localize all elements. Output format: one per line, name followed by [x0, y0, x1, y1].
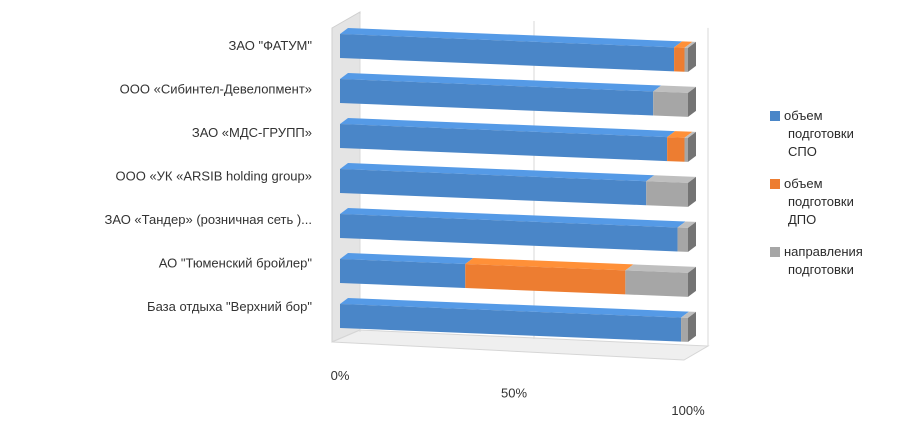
legend-item: объем подготовки ДПО: [770, 176, 854, 227]
x-tick-label: 50%: [501, 385, 527, 400]
bar-row: [340, 163, 696, 207]
category-label: ЗАО «МДС-ГРУПП»: [192, 125, 312, 140]
bar-segment: [625, 264, 696, 297]
legend-swatch: [770, 111, 780, 121]
legend-item: направления подготовки: [770, 244, 863, 277]
legend-swatch: [770, 179, 780, 189]
bar-segment: [340, 253, 473, 288]
legend-label: СПО: [788, 144, 817, 159]
category-label: База отдыха "Верхний бор": [147, 299, 312, 314]
axis-tick-labels: 0% 50% 100%: [331, 368, 705, 418]
category-label: ООО «Сибинтел-Девелопмент»: [120, 82, 312, 97]
bar-segment: [340, 208, 686, 252]
legend-label: подготовки: [788, 262, 854, 277]
bar-segment: [340, 163, 654, 205]
legend-label: направления: [784, 244, 863, 259]
legend-item: объем подготовки СПО: [770, 108, 854, 159]
legend: объем подготовки СПО объем подготовки ДПО напр…: [770, 108, 863, 277]
bar-row: [340, 73, 696, 117]
legend-label: объем: [784, 108, 823, 123]
bar-row: [340, 253, 696, 297]
bar-segment: [340, 118, 675, 161]
category-label: ЗАО «Тандер» (розничная сеть )...: [104, 212, 312, 227]
bar-row: [340, 28, 696, 72]
x-tick-label: 0%: [331, 368, 350, 383]
category-label: АО "Тюменский бройлер": [159, 256, 313, 271]
category-label: ЗАО "ФАТУМ": [229, 38, 313, 53]
bar-row: [340, 208, 696, 252]
x-tick-label: 100%: [671, 403, 705, 418]
bar-segment: [465, 258, 633, 294]
legend-label: объем: [784, 176, 823, 191]
bars: [340, 28, 696, 342]
category-label: ООО «УК «ARSIB holding group»: [116, 169, 313, 184]
bar-segment: [340, 73, 661, 116]
legend-label: подготовки: [788, 194, 854, 209]
legend-label: ДПО: [788, 212, 816, 227]
legend-label: подготовки: [788, 126, 854, 141]
bar-segment: [340, 28, 682, 71]
category-labels: ЗАО "ФАТУМ" ООО «Сибинтел-Девелопмент» ЗАО…: [104, 38, 312, 314]
legend-swatch: [770, 247, 780, 257]
bar-row: [340, 118, 696, 162]
